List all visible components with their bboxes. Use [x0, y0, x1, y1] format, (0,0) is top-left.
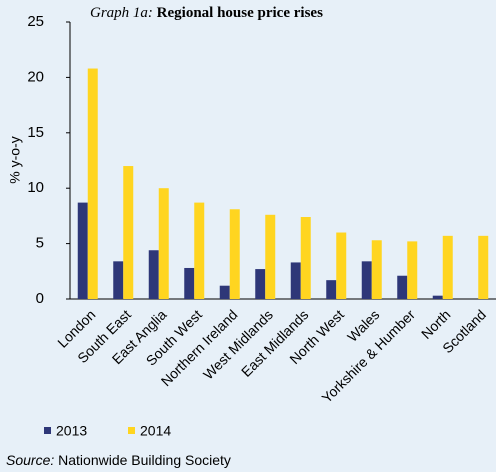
- y-tick-label: 0: [36, 290, 44, 307]
- bar: [397, 275, 408, 299]
- y-tick-label: 10: [27, 179, 44, 196]
- title-label: Graph 1a:: [90, 5, 153, 21]
- source: Source: Nationwide Building Society: [6, 452, 231, 468]
- bar: [219, 285, 230, 299]
- bar: [265, 214, 276, 299]
- bar: [229, 209, 240, 299]
- bar: [442, 235, 453, 299]
- y-tick-label: 5: [36, 235, 44, 252]
- bar: [326, 280, 337, 299]
- bar: [371, 240, 382, 299]
- title-text: Regional house price rises: [157, 5, 323, 21]
- bar: [361, 261, 372, 299]
- y-tick-label: 25: [27, 13, 44, 30]
- source-label: Source:: [6, 452, 54, 468]
- legend-swatch: [44, 427, 51, 434]
- legend-swatch: [128, 427, 135, 434]
- source-text: Nationwide Building Society: [58, 452, 231, 468]
- y-tick-label: 15: [27, 124, 44, 141]
- bar: [113, 261, 124, 299]
- bar: [336, 232, 347, 299]
- bar: [478, 235, 489, 299]
- bar: [432, 295, 443, 299]
- bar: [300, 217, 311, 299]
- bar: [194, 202, 205, 299]
- legend-label: 2014: [140, 423, 171, 439]
- y-tick-label: 20: [27, 68, 44, 85]
- bar: [148, 250, 159, 299]
- bar: [77, 202, 88, 299]
- bar: [158, 188, 169, 299]
- legend-label: 2013: [56, 423, 87, 439]
- bar: [123, 166, 134, 299]
- chart-title: Graph 1a: Regional house price rises: [90, 5, 323, 21]
- bar: [407, 241, 418, 299]
- bar: [87, 68, 98, 299]
- bar: [290, 262, 301, 299]
- bar: [184, 267, 195, 299]
- y-axis-label: % y-o-y: [7, 136, 23, 183]
- bar: [255, 269, 266, 299]
